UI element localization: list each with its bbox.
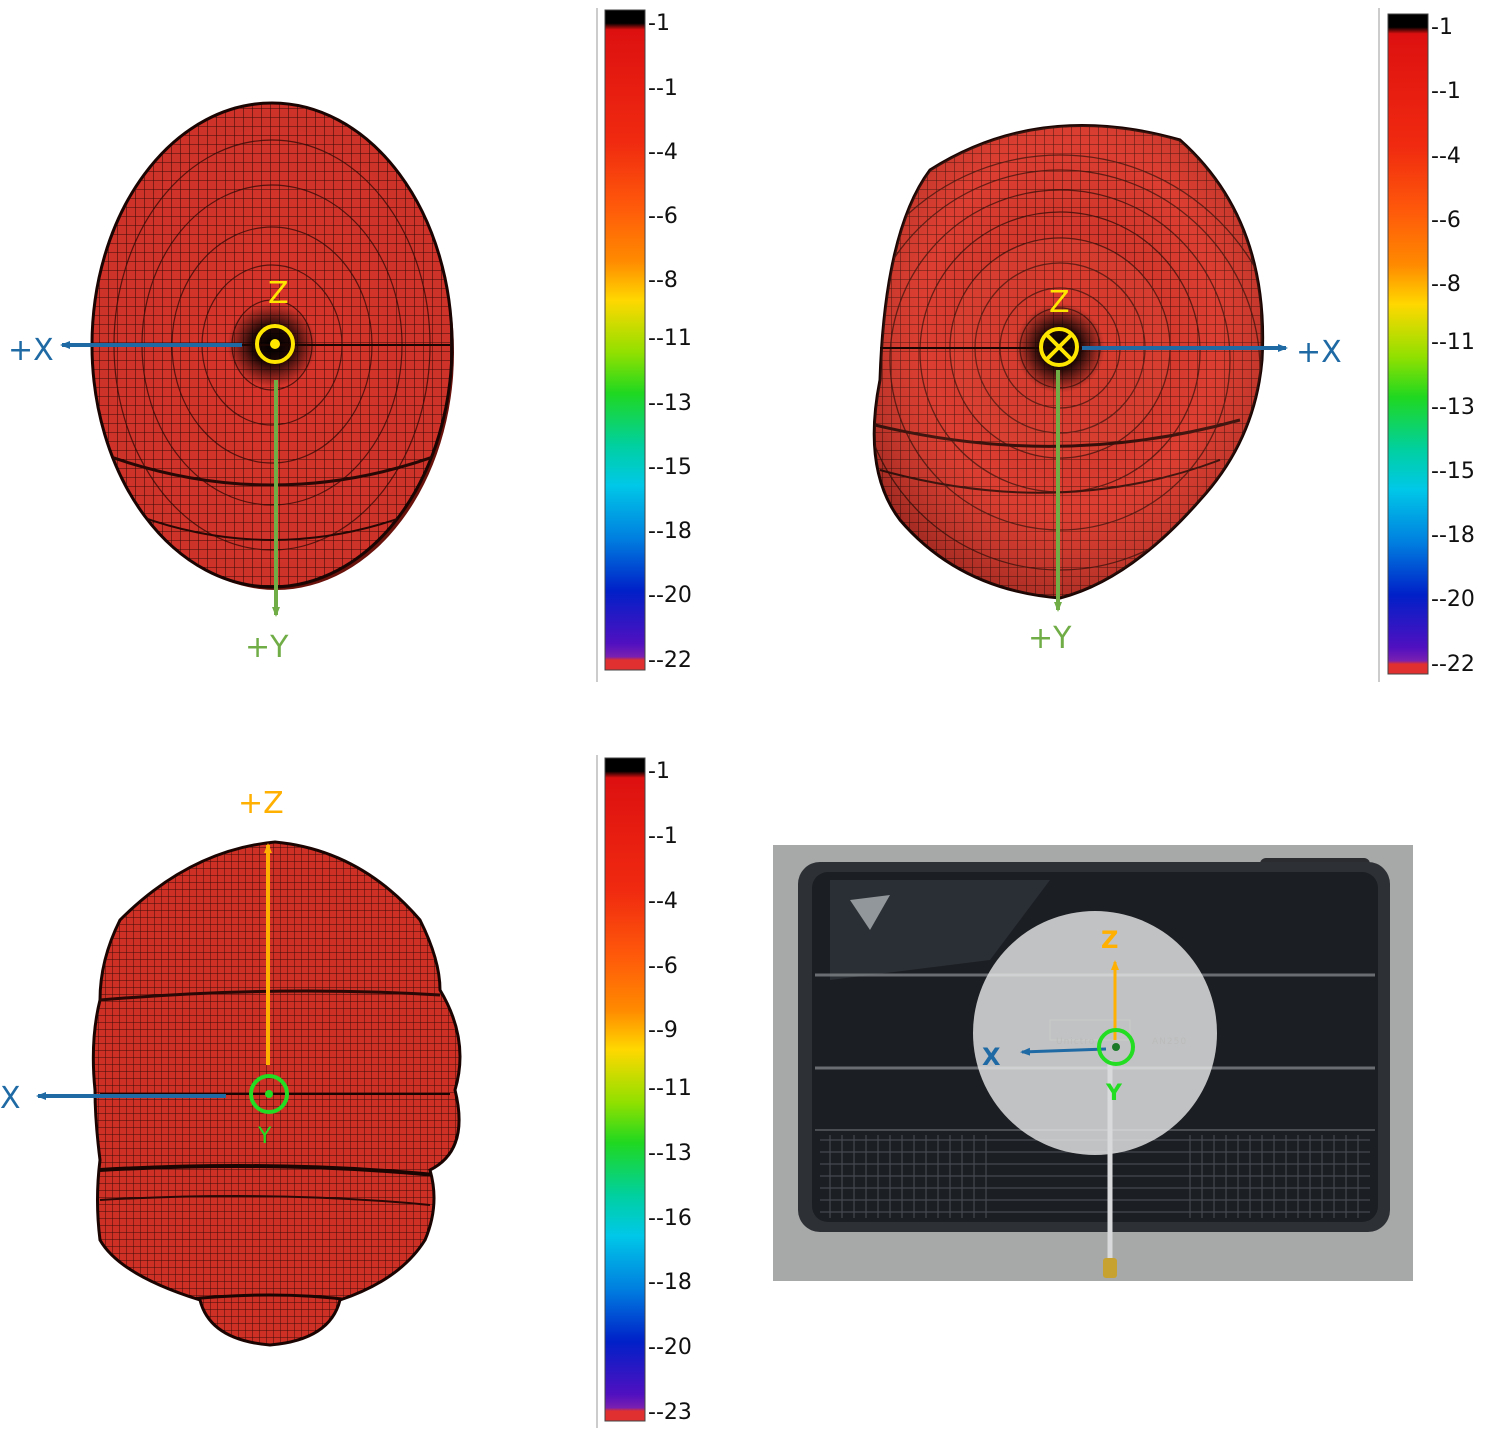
y-axis-out-symbol [249,1074,289,1114]
tick-label: -1 [648,759,670,784]
panel-top-left: +X +Y Z [8,101,454,665]
tick-label: --1 [648,76,678,101]
radiation-pattern-bottom-left [91,840,462,1347]
x-axis-label: +X [1296,335,1342,370]
y-axis-out-symbol [1097,1028,1135,1066]
tick-label: --11 [1431,330,1475,355]
tick-label: --11 [648,1076,692,1101]
tick-label: --11 [648,326,692,351]
tick-label: --20 [648,1335,692,1360]
tick-label: --16 [648,1206,692,1231]
tick-label: --20 [648,583,692,608]
x-axis-arrow [1020,1047,1107,1056]
z-axis-label: Z [1101,926,1118,954]
colorbar-top-right: -1 --1 --4 --6 --8 --11 --13 --15 --18 -… [1378,8,1475,682]
tick-label: --20 [1431,587,1475,612]
colorbar-bottom-left: -1 --1 --4 --6 --9 --11 --13 --16 --18 -… [596,755,692,1428]
tick-label: --18 [1431,523,1475,548]
y-axis-label: Y [1105,1081,1123,1106]
tick-label: -1 [1431,15,1453,40]
tick-label: --4 [1431,144,1461,169]
x-axis-label: X [982,1043,1001,1071]
tick-label: --8 [1431,272,1461,297]
z-axis-label: Z [1049,285,1070,320]
tick-label: --15 [1431,459,1475,484]
z-axis-out-dot [270,339,280,349]
y-axis-out-dot [265,1090,273,1098]
tick-label: --22 [1431,652,1475,677]
panel-top-right: +X +Y Z [872,123,1342,656]
tick-label: --1 [648,824,678,849]
tick-label: --4 [648,140,678,165]
board-text-left: Unictro [1056,1037,1095,1047]
tick-label: --6 [648,954,678,979]
tick-label: --18 [648,1270,692,1295]
tick-label: --22 [648,648,692,673]
z-axis-label: Z [268,276,289,311]
y-axis-out-dot [1112,1043,1120,1051]
tick-label: --15 [648,455,692,480]
z-axis-label: +Z [238,786,284,821]
colorbar-top-left: -1 --1 --4 --6 --8 --11 --13 --15 --18 -… [596,8,692,682]
tick-label: --18 [648,519,692,544]
antenna-cable [1103,1060,1117,1278]
tick-label: --13 [648,391,692,416]
tick-label: --9 [648,1018,678,1043]
panel-bottom-left: +Z X Y [0,786,462,1347]
board-markings: Unictro AN250 [1049,1019,1187,1047]
tick-label: --13 [648,1141,692,1166]
panel-photo: Unictro AN250 Z X Y [773,845,1413,1281]
tick-label: --23 [648,1400,692,1425]
colorbar-ticks: -1 --1 --4 --6 --9 --11 --13 --16 --18 -… [648,759,692,1425]
y-axis-label: +Y [245,630,289,665]
tick-label: --1 [1431,79,1461,104]
colorbar-ticks: -1 --1 --4 --6 --8 --11 --13 --15 --18 -… [1431,15,1475,677]
board-text-right: AN250 [1152,1037,1187,1047]
y-axis-label: Y [257,1124,272,1149]
tick-label: --6 [648,204,678,229]
z-axis-into-symbol [1039,327,1079,367]
tick-label: --8 [648,268,678,293]
x-axis-label: +X [8,333,54,368]
x-axis-label: X [0,1081,21,1116]
y-axis-label: +Y [1028,621,1072,656]
tick-label: --6 [1431,208,1461,233]
tick-label: --4 [648,889,678,914]
tick-label: -1 [648,11,670,36]
colorbar-ticks: -1 --1 --4 --6 --8 --11 --13 --15 --18 -… [648,11,692,673]
highlight-circle [973,911,1217,1155]
tick-label: --13 [1431,395,1475,420]
z-axis-out-symbol [255,324,295,364]
